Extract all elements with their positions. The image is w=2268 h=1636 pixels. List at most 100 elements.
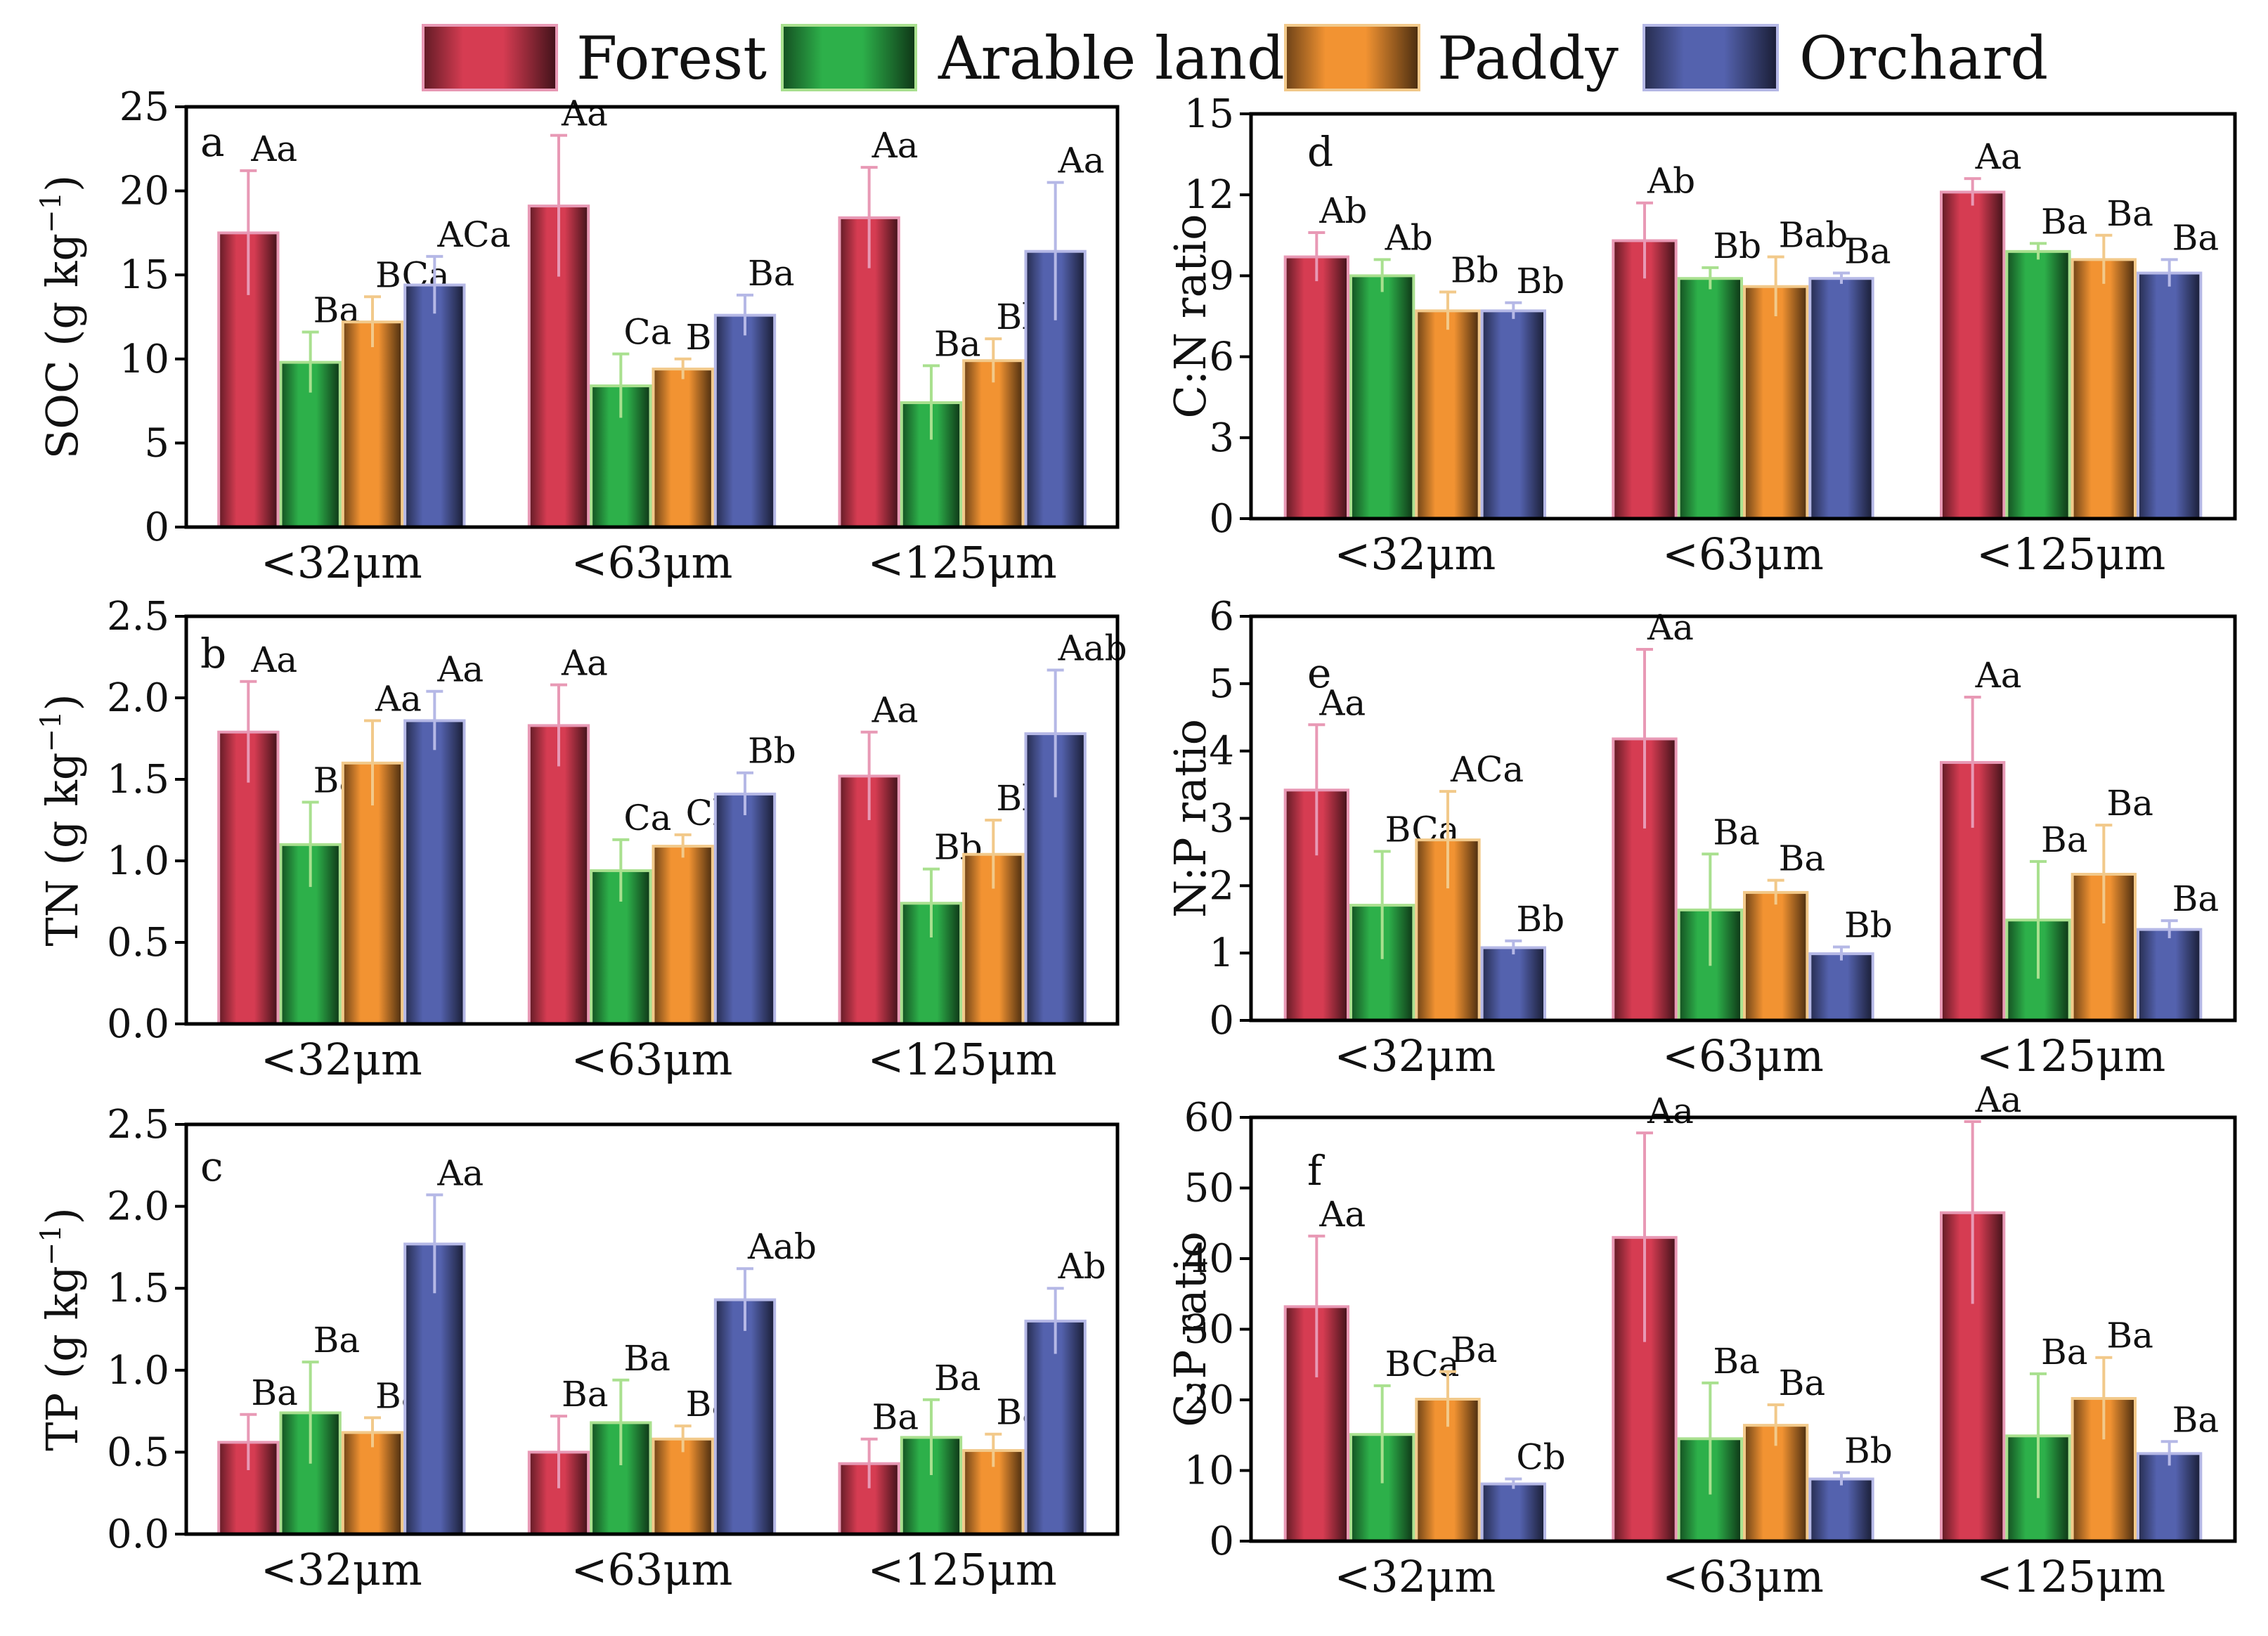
significance-label-arable-land: Ca: [623, 798, 671, 838]
x-category-label: <63μm: [1662, 1551, 1824, 1602]
legend-swatch-arable-land: [781, 24, 917, 91]
plot-frame: [184, 105, 1120, 529]
y-axis-ticks: 0.0 0.5 1.0 1.5 2.0 2.5: [107, 594, 186, 1047]
panel-b-tn: 0.00.51.01.52.02.5TN (g kg−1)b AaBaAaAa<3…: [35, 594, 1127, 1085]
significance-label-forest: Aa: [1975, 136, 2022, 177]
significance-label-orchard: Bb: [1844, 905, 1893, 946]
plot-frame: [1249, 1115, 2237, 1543]
significance-label-orchard: Bb: [1516, 899, 1564, 940]
plot-frame: [184, 614, 1120, 1026]
x-category-label: <32μm: [261, 537, 422, 588]
y-axis-label-main: TP (g kg: [37, 1266, 88, 1451]
significance-label-orchard: Ba: [2172, 217, 2220, 258]
significance-label-paddy: Bab: [1779, 215, 1848, 256]
bar-arable-land: [1677, 277, 1744, 520]
y-axis-label: TP (g kg−1): [35, 1207, 88, 1451]
legend-swatch-orchard: [1642, 24, 1779, 91]
significance-label-arable-land: Ca: [623, 312, 671, 353]
bar-forest: [1940, 190, 2006, 520]
y-tick-label: 10: [1184, 1448, 1234, 1494]
significance-label-forest: Aa: [561, 642, 608, 683]
significance-label-arable-land: Ab: [1385, 217, 1433, 258]
significance-label-arable-land: Ba: [1713, 812, 1760, 852]
legend-swatch-forest: [422, 24, 558, 91]
significance-label-arable-land: Ba: [2041, 201, 2088, 242]
x-category-label: <32μm: [261, 1544, 422, 1595]
significance-label-orchard: Ba: [2172, 878, 2220, 919]
bar-forest: [527, 724, 590, 1025]
bar-orchard: [2137, 271, 2203, 520]
significance-label-orchard: Aa: [436, 1153, 484, 1193]
bar-orchard: [1480, 309, 1547, 520]
bar-orchard: [713, 313, 777, 528]
y-tick-label: 6: [1209, 335, 1234, 380]
y-tick-label: 6: [1209, 594, 1234, 640]
y-axis-ticks: 0 10 20 30 40 50 60: [1184, 1095, 1251, 1564]
significance-label-paddy: Ba: [1779, 1363, 1826, 1403]
y-tick-label: 2.5: [107, 1102, 169, 1148]
y-axis-label-tail: ): [37, 694, 88, 710]
legend-item-forest: Forest: [422, 24, 767, 93]
x-category-label: <63μm: [1662, 528, 1824, 580]
y-axis-label-tail: ): [37, 1207, 88, 1224]
bar-orchard: [403, 719, 466, 1025]
y-axis-ticks: 0.0 0.5 1.0 1.5 2.0 2.5: [107, 1102, 186, 1557]
significance-label-paddy: Bb: [1451, 249, 1499, 290]
significance-label-forest: Aa: [1647, 607, 1694, 648]
bar-forest: [1283, 255, 1349, 520]
y-tick-label: 1.5: [107, 757, 169, 803]
bar-paddy: [341, 320, 404, 528]
bar-paddy: [341, 761, 404, 1026]
y-tick-label: 3: [1209, 415, 1234, 461]
bar-orchard: [1480, 946, 1547, 1022]
legend-item-paddy: Paddy: [1284, 24, 1619, 93]
y-axis-label-main: N:P ratio: [1165, 719, 1216, 918]
x-category-label: <32μm: [1334, 1551, 1496, 1602]
significance-label-orchard: Bb: [748, 731, 796, 772]
significance-label-forest: Aa: [250, 129, 297, 169]
y-axis-label: SOC (g kg−1): [35, 175, 88, 459]
y-tick-label: 20: [119, 169, 169, 214]
y-axis-label-main: C:N ratio: [1165, 214, 1216, 419]
significance-label-arable-land: Bb: [1713, 226, 1761, 266]
significance-label-orchard: Aab: [747, 1226, 817, 1267]
bar-paddy: [652, 368, 714, 528]
y-axis-label: TN (g kg−1): [35, 694, 88, 946]
bar-orchard: [1808, 1477, 1874, 1543]
significance-label-orchard: Ba: [2172, 1399, 2220, 1440]
legend-label-orchard: Orchard: [1799, 24, 2048, 93]
legend-item-orchard: Orchard: [1642, 24, 2048, 93]
significance-label-forest: Ba: [251, 1372, 298, 1413]
significance-label-forest: Aa: [871, 690, 919, 731]
y-axis-ticks: 0 3 6 9 12 15: [1184, 91, 1251, 542]
bar-paddy: [1415, 309, 1481, 520]
plot-frame: [1249, 112, 2237, 521]
significance-label-paddy: Ba: [2106, 783, 2153, 824]
y-axis-label-superscript: −1: [35, 192, 67, 233]
y-axis-label-superscript: −1: [35, 1224, 67, 1266]
significance-label-forest: Aa: [1975, 1079, 2022, 1120]
y-tick-label: 1: [1209, 930, 1234, 976]
y-tick-label: 1.0: [107, 1348, 169, 1394]
bar-paddy: [2071, 258, 2137, 520]
bar-orchard: [1024, 1319, 1087, 1536]
x-category-label: <125μm: [867, 1544, 1056, 1595]
x-category-label: <63μm: [571, 537, 733, 588]
x-category-label: <125μm: [867, 537, 1056, 588]
y-tick-label: 40: [1184, 1236, 1234, 1282]
legend-label-arable-land: Arable land: [938, 24, 1285, 93]
panel-c-tp: 0.0 0.5 1.0 1.5 2.0 2.5 TP (g kg−1) c Ba Ba Ba Aa <3…: [35, 1102, 1120, 1595]
y-tick-label: 0.0: [107, 1001, 169, 1047]
y-tick-label: 15: [1184, 91, 1234, 137]
y-tick-label: 0: [144, 505, 169, 550]
significance-label-forest: Ab: [1647, 161, 1695, 202]
y-tick-label: 2: [1209, 863, 1234, 909]
significance-label-arable-land: Ba: [934, 323, 981, 364]
y-axis-label-superscript: −1: [35, 711, 67, 753]
bar-orchard: [1480, 1482, 1547, 1543]
panel-letter: e: [1307, 649, 1331, 697]
bar-paddy: [1743, 890, 1809, 1022]
